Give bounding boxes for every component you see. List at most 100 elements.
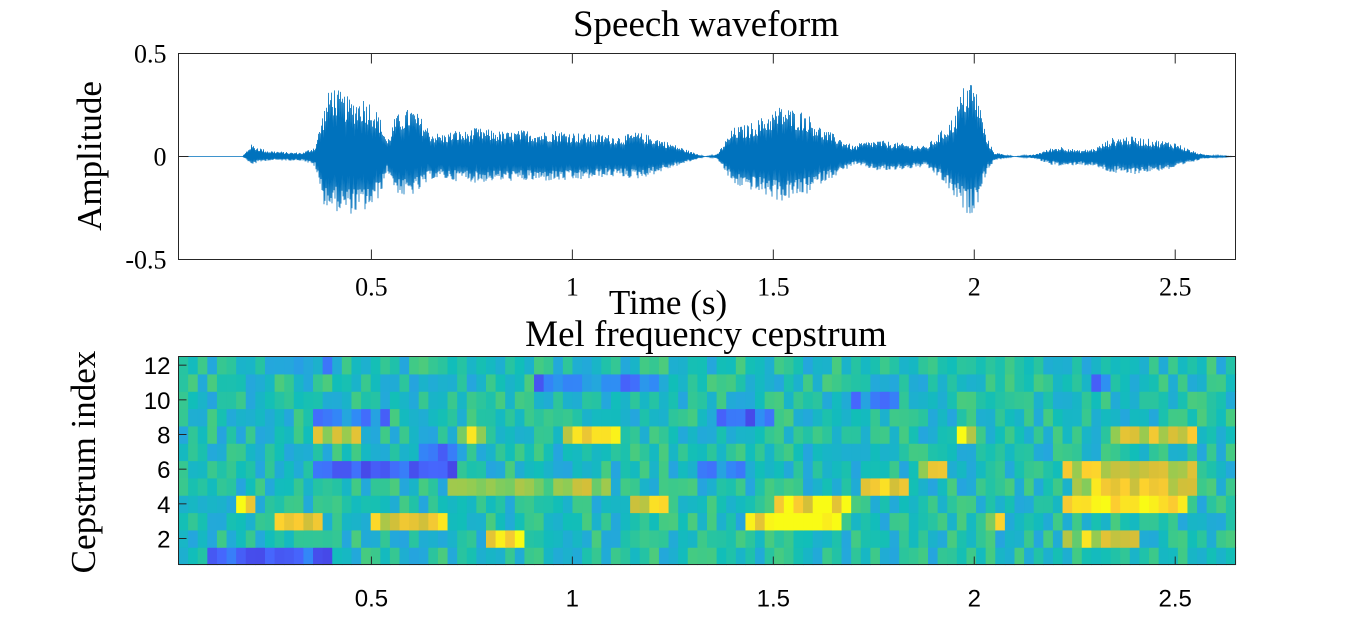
cepstrum-cell	[197, 512, 208, 531]
cepstrum-cell	[313, 512, 324, 531]
cepstrum-cell	[1206, 443, 1217, 462]
cepstrum-cell	[1139, 495, 1150, 514]
cepstrum-cell	[457, 443, 468, 462]
cepstrum-cell	[716, 373, 727, 392]
cepstrum-cell	[505, 425, 516, 444]
cepstrum-cell	[966, 495, 977, 514]
cepstrum-cell	[601, 547, 612, 566]
cepstrum-title: Mel frequency cepstrum	[525, 314, 887, 355]
cepstrum-cell	[409, 512, 420, 531]
waveform-line	[178, 85, 1236, 214]
cepstrum-cell	[610, 373, 622, 392]
cepstrum-cell	[610, 391, 622, 410]
cepstrum-cell	[1187, 529, 1198, 548]
cepstrum-cell	[524, 391, 535, 410]
cepstrum-cell	[803, 529, 814, 548]
cepstrum-cell	[822, 408, 833, 427]
cepstrum-cell	[1149, 547, 1160, 566]
cepstrum-cell	[899, 529, 910, 548]
cepstrum-cell	[361, 408, 372, 427]
cepstrum-cell	[485, 425, 497, 444]
cepstrum-cell	[534, 547, 545, 566]
cepstrum-cell	[976, 373, 987, 392]
cepstrum-cell	[553, 408, 564, 427]
cepstrum-cell	[841, 460, 852, 479]
cepstrum-cell	[332, 477, 343, 496]
cepstrum-cell	[505, 391, 516, 410]
cepstrum-cell	[514, 460, 526, 479]
cepstrum-cell	[630, 460, 641, 479]
cepstrum-cell	[1091, 477, 1102, 496]
cepstrum-cell	[1004, 512, 1016, 531]
cepstrum-cell	[1004, 391, 1016, 410]
cepstrum-cell	[572, 529, 583, 548]
cepstrum-cell	[908, 529, 919, 548]
cepstrum-cell	[812, 391, 823, 410]
cepstrum-cell	[1033, 391, 1044, 410]
cepstrum-cell	[745, 391, 756, 410]
cepstrum-cell	[851, 391, 862, 410]
cepstrum-cell	[418, 373, 429, 392]
cepstrum-cell	[947, 512, 958, 531]
cepstrum-cell	[879, 408, 891, 427]
cepstrum-cell	[860, 547, 871, 566]
cepstrum-cell	[1225, 356, 1237, 375]
cepstrum-cell	[1033, 460, 1044, 479]
cepstrum-cell	[476, 495, 487, 514]
cepstrum-cell	[918, 443, 929, 462]
cepstrum-cell	[485, 460, 497, 479]
cepstrum-cell	[303, 495, 314, 514]
cepstrum-cell	[1033, 477, 1044, 496]
cepstrum-cell	[370, 391, 381, 410]
cepstrum-cell	[1052, 477, 1064, 496]
cepstrum-cell	[313, 547, 324, 566]
cepstrum-cell	[447, 356, 458, 375]
cepstrum-cell	[207, 477, 218, 496]
cepstrum-cell	[908, 391, 919, 410]
cepstrum-cell	[1033, 512, 1044, 531]
cepstrum-cell	[370, 443, 381, 462]
cepstrum-cell	[745, 460, 756, 479]
cepstrum-cell	[226, 529, 237, 548]
cepstrum-cell	[976, 425, 987, 444]
cepstrum-cell	[245, 512, 256, 531]
cepstrum-cell	[639, 425, 650, 444]
cepstrum-cell	[774, 547, 785, 566]
cepstrum-cell	[889, 477, 900, 496]
cepstrum-cell	[918, 408, 929, 427]
cepstrum-cell	[1225, 425, 1237, 444]
cepstrum-cell	[1225, 460, 1237, 479]
cepstrum-cell	[803, 495, 814, 514]
cepstrum-cell	[437, 460, 449, 479]
cepstrum-cell	[255, 477, 266, 496]
cepstrum-cell	[188, 356, 199, 375]
cepstrum-cell	[735, 460, 747, 479]
cepstrum-cell	[639, 460, 650, 479]
cepstrum-cell	[687, 547, 698, 566]
cepstrum-cell	[332, 547, 343, 566]
cepstrum-cell	[409, 356, 420, 375]
cepstrum-cell	[428, 547, 439, 566]
cepstrum-xtick-label: 2	[968, 586, 981, 613]
cepstrum-cell	[245, 460, 256, 479]
cepstrum-cell	[534, 391, 545, 410]
cepstrum-cell	[293, 547, 305, 566]
cepstrum-cell	[649, 425, 660, 444]
cepstrum-cell	[514, 373, 526, 392]
cepstrum-cell	[726, 495, 737, 514]
cepstrum-cell	[264, 356, 276, 375]
cepstrum-cell	[956, 373, 968, 392]
cepstrum-cell	[899, 391, 910, 410]
cepstrum-cell	[351, 512, 362, 531]
cepstrum-cell	[255, 425, 266, 444]
cepstrum-cell	[1014, 547, 1025, 566]
cepstrum-cell	[630, 547, 641, 566]
cepstrum-cell	[928, 477, 939, 496]
cepstrum-cell	[956, 408, 968, 427]
cepstrum-cell	[264, 512, 276, 531]
cepstrum-cell	[457, 425, 468, 444]
cepstrum-cell	[562, 356, 574, 375]
cepstrum-cell	[831, 547, 843, 566]
cepstrum-cell	[649, 529, 660, 548]
cepstrum-cell	[928, 495, 939, 514]
